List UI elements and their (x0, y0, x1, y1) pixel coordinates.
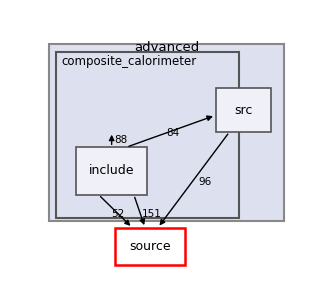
Text: include: include (89, 164, 135, 177)
Text: composite_calorimeter: composite_calorimeter (61, 55, 197, 68)
Bar (216, 88, 271, 132)
Text: src: src (234, 103, 253, 116)
Text: 84: 84 (166, 128, 179, 139)
Text: advanced: advanced (134, 41, 199, 54)
Text: 96: 96 (198, 177, 211, 187)
Bar (49, 44, 284, 221)
Text: 151: 151 (141, 209, 161, 219)
Bar (76, 147, 147, 195)
Text: source: source (129, 240, 171, 253)
Bar (56, 52, 239, 218)
Text: 52: 52 (111, 209, 124, 219)
Text: 88: 88 (114, 135, 127, 145)
Bar (115, 228, 186, 265)
